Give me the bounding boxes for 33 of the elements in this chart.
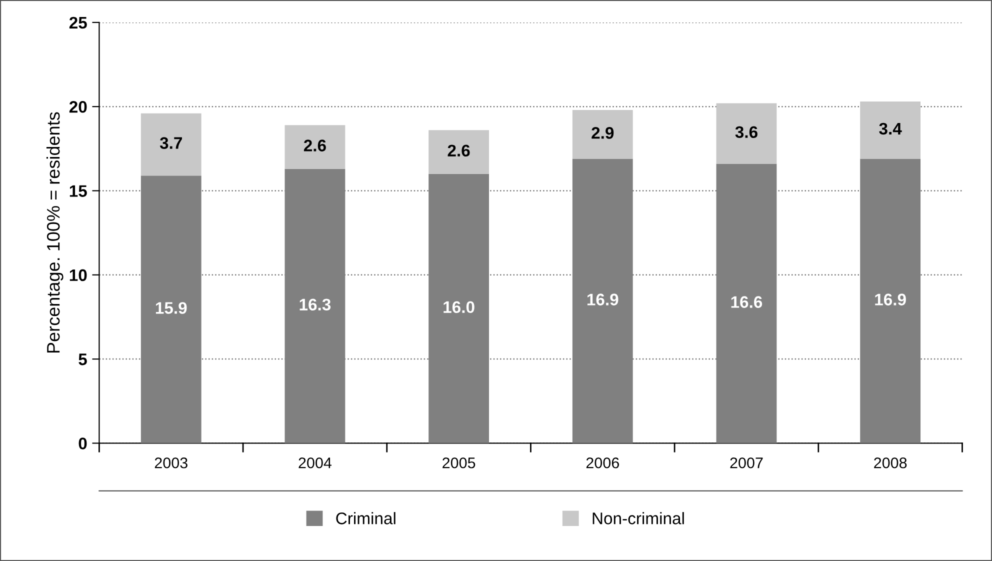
bar xyxy=(860,102,921,159)
x-tick-label: 2008 xyxy=(874,457,907,468)
y-axis-title: Percentage. 100% = residents xyxy=(46,112,64,353)
bar xyxy=(284,125,346,169)
legend-label: Non-criminal xyxy=(592,512,684,524)
x-tick-label: 2006 xyxy=(586,457,619,468)
data-label: 16.0 xyxy=(444,301,474,314)
data-label: 16.3 xyxy=(300,298,331,311)
x-tick-label: 2007 xyxy=(730,457,763,468)
y-tick-label: 20 xyxy=(69,100,87,113)
data-label: 2.6 xyxy=(304,140,326,152)
bar xyxy=(140,113,202,176)
y-tick-label: 5 xyxy=(78,354,87,366)
y-tick-label: 15 xyxy=(70,185,87,197)
y-tick-label: 25 xyxy=(69,16,87,29)
data-label: 3.4 xyxy=(879,122,902,135)
data-label: 15.9 xyxy=(156,302,187,314)
bar xyxy=(572,110,633,159)
legend-label: Criminal xyxy=(336,512,396,524)
data-label: 3.6 xyxy=(735,126,758,138)
bar xyxy=(428,130,490,174)
x-tick-label: 2005 xyxy=(442,457,476,468)
data-label: 3.7 xyxy=(160,137,182,149)
data-label: 16.9 xyxy=(875,294,906,306)
x-tick-label: 2004 xyxy=(298,457,332,468)
data-label: 16.9 xyxy=(587,294,618,306)
bar xyxy=(716,103,777,164)
y-tick-label: 0 xyxy=(78,438,87,450)
y-tick-label: 10 xyxy=(70,269,87,282)
x-tick-label: 2003 xyxy=(154,457,188,468)
data-label: 2.9 xyxy=(592,127,614,139)
data-label: 16.6 xyxy=(731,296,762,308)
data-label: 2.6 xyxy=(448,144,470,157)
